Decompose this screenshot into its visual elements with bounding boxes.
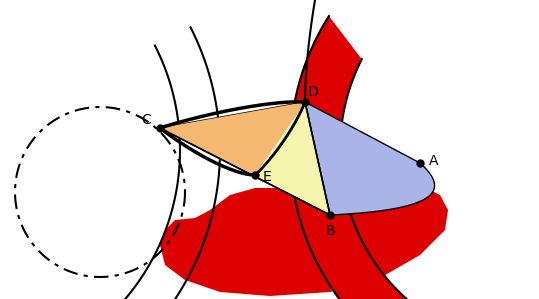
Text: C: C [141, 113, 151, 127]
Text: D: D [308, 85, 319, 99]
Polygon shape [290, 16, 524, 299]
Polygon shape [160, 102, 330, 215]
Polygon shape [255, 102, 305, 175]
Polygon shape [305, 102, 434, 215]
Polygon shape [160, 102, 305, 175]
Text: A: A [429, 154, 439, 168]
Polygon shape [160, 185, 448, 296]
Text: B: B [325, 224, 335, 238]
Text: E: E [262, 170, 271, 184]
